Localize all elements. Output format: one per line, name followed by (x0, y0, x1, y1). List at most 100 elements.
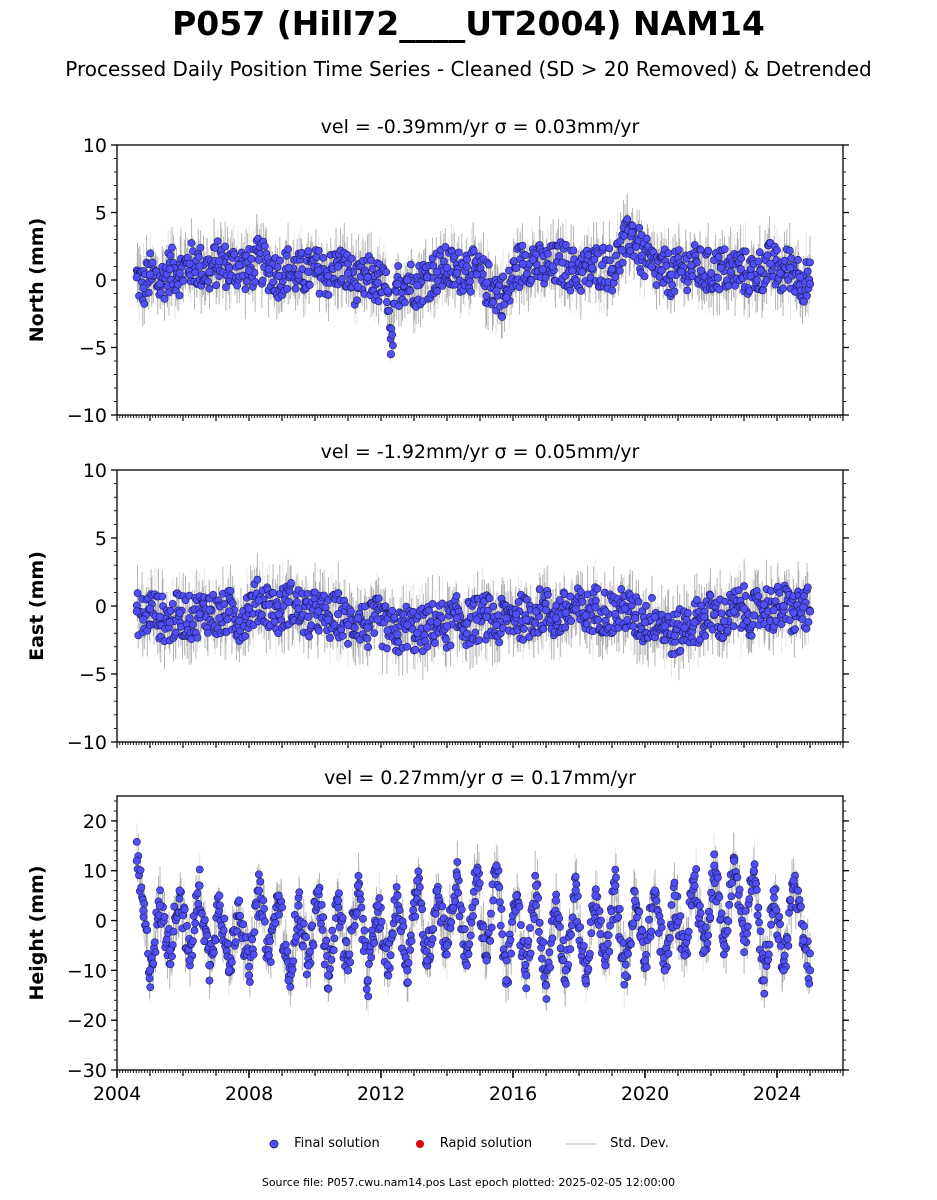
x-tick-label: 2012 (357, 1083, 405, 1105)
data-point-north (518, 259, 528, 268)
data-point-north (548, 262, 557, 271)
data-point-height (739, 936, 749, 945)
y-tick-label-height: −30 (67, 1060, 107, 1082)
data-point-north (795, 273, 805, 282)
data-point-east (805, 607, 815, 616)
data-point-east (779, 601, 788, 611)
data-point-north (776, 269, 785, 278)
panel-east: vel = -1.92mm/yr σ = 0.05mm/yr East (mm) −… (26, 441, 849, 754)
legend-label-stddev: Std. Dev. (610, 1136, 669, 1151)
legend-item-final: Final solution (268, 1136, 380, 1151)
data-point-height (531, 881, 541, 890)
data-point-north (627, 228, 636, 237)
data-point-north (235, 261, 244, 270)
data-point-height (132, 856, 141, 865)
chart-subtitle: Processed Daily Position Time Series - C… (65, 57, 872, 81)
legend: Final solution Rapid solution Std. Dev. (0, 1136, 937, 1151)
data-point-east (353, 614, 363, 623)
data-point-east (591, 603, 600, 612)
data-point-north (423, 273, 432, 282)
y-tick-label-north: 10 (83, 135, 107, 157)
data-point-north (512, 263, 521, 272)
y-tick-label-east: −10 (67, 732, 107, 754)
data-point-height (225, 966, 234, 975)
data-point-height (779, 966, 788, 975)
data-point-east (660, 622, 669, 631)
data-point-east (630, 614, 640, 623)
y-tick-label-north: −5 (79, 338, 107, 360)
data-point-east (522, 615, 531, 624)
chart-main-title: P057 (Hill72____UT2004) NAM14 (172, 4, 765, 43)
x-tick-label: 2004 (93, 1083, 141, 1105)
data-point-height (304, 961, 313, 970)
data-point-north (165, 265, 174, 274)
data-point-east (462, 619, 471, 628)
data-point-height (373, 901, 382, 910)
legend-label-final: Final solution (294, 1136, 380, 1151)
data-point-east (581, 611, 590, 620)
x-tick-label: 2008 (225, 1083, 273, 1105)
data-point-north (433, 267, 442, 277)
panel-height: vel = 0.27mm/yr σ = 0.17mm/yr Height (mm)… (26, 767, 849, 1105)
data-point-east (314, 607, 323, 616)
data-point-north (284, 263, 293, 272)
data-point-height (284, 976, 293, 985)
data-point-east (393, 630, 402, 639)
data-point-height (244, 971, 254, 980)
data-point-east (132, 607, 141, 616)
y-axis-label-height: Height (mm) (26, 865, 48, 1000)
data-point-east (235, 616, 244, 626)
x-tick-label: 2024 (753, 1083, 801, 1105)
data-point-east (254, 596, 263, 605)
data-point-height (502, 976, 511, 985)
data-point-east (472, 615, 481, 624)
data-point-east (215, 614, 224, 623)
data-point-north (294, 270, 303, 279)
data-point-height (601, 961, 610, 970)
data-point-height (423, 956, 432, 965)
rapid-solution-marker-icon (415, 1139, 424, 1148)
data-point-east (720, 616, 729, 626)
data-point-east (789, 608, 798, 617)
data-point-north (373, 278, 382, 287)
data-point-east (433, 618, 442, 627)
data-point-east (383, 626, 392, 635)
data-point-north (677, 267, 686, 277)
data-point-north (175, 269, 184, 278)
data-point-height (640, 956, 650, 965)
data-point-height (789, 876, 798, 885)
data-point-height (195, 881, 204, 890)
data-point-height (710, 861, 719, 870)
data-point-east (531, 607, 541, 616)
data-point-east (403, 620, 412, 630)
data-point-east (739, 604, 749, 613)
data-point-north (205, 267, 214, 277)
data-point-north (492, 286, 501, 295)
data-point-north (155, 279, 164, 289)
data-point-north (637, 251, 646, 260)
data-point-east (145, 604, 155, 613)
data-point-east (244, 604, 254, 613)
data-point-height (690, 871, 699, 880)
data-point-height (680, 951, 689, 960)
data-point-height (185, 956, 194, 965)
data-point-height (541, 981, 551, 990)
data-point-north (343, 269, 353, 278)
data-point-north (667, 270, 676, 279)
data-point-north (225, 263, 234, 272)
data-point-east (769, 605, 778, 615)
data-point-east (611, 610, 620, 619)
data-point-height (442, 941, 452, 950)
point-cloud-east (132, 575, 814, 658)
data-point-east (165, 618, 174, 627)
y-tick-label-east: 10 (83, 460, 107, 482)
data-point-north (588, 263, 597, 272)
data-point-east (759, 600, 768, 609)
data-point-height (591, 891, 600, 900)
data-point-height (650, 886, 660, 895)
data-point-east (512, 610, 521, 619)
data-point-north (736, 265, 745, 274)
data-point-height (749, 866, 759, 875)
data-point-east (284, 597, 293, 607)
